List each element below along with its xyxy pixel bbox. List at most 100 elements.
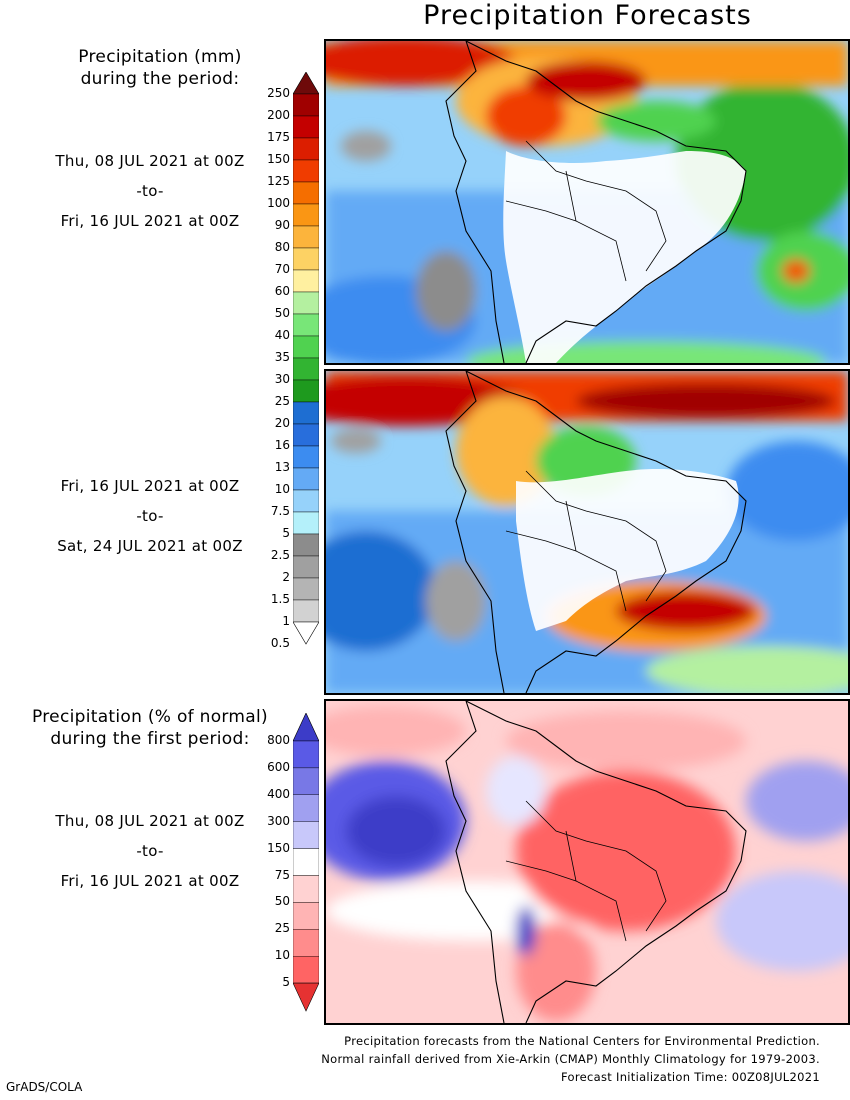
pct-colorbar-bottom-arrow — [293, 982, 319, 1012]
mm-colorbar-segment — [293, 379, 319, 403]
pct-colorbar-tick-label: 150 — [267, 840, 290, 855]
mm-colorbar-tick-label: 2.5 — [270, 548, 290, 562]
pct-colorbar-segment — [293, 875, 319, 903]
pct-legend-heading-line1: Precipitation (% of normal) — [32, 707, 268, 727]
map-panel-week1 — [324, 39, 850, 365]
mm-colorbar-segment — [293, 247, 319, 271]
mm-colorbar-segment — [293, 203, 319, 227]
mm-colorbar-tick-label: 175 — [267, 130, 290, 144]
mm-colorbar-segment — [293, 467, 319, 491]
mm-colorbar-tick-label: 25 — [274, 394, 290, 408]
mm-colorbar-tick-label: 50 — [274, 306, 290, 320]
period-1-text: Thu, 08 JUL 2021 at 00Z -to- Fri, 16 JUL… — [20, 152, 280, 230]
mm-colorbar-segment — [293, 511, 319, 535]
mm-colorbar-top-arrow — [293, 72, 319, 95]
mm-colorbar-bottom-arrow — [293, 621, 319, 645]
pct-colorbar-segment — [293, 902, 319, 930]
pct-colorbar-top-arrow — [293, 713, 319, 742]
mm-colorbar-segment — [293, 269, 319, 293]
pct-colorbar-tick-label: 25 — [274, 921, 290, 936]
mm-colorbar-segment — [293, 423, 319, 447]
pct-colorbar-segment — [293, 794, 319, 822]
mm-colorbar-tick-label: 1 — [282, 614, 290, 628]
mm-colorbar-segment — [293, 137, 319, 161]
period-3-text: Thu, 08 JUL 2021 at 00Z -to- Fri, 16 JUL… — [20, 812, 280, 890]
pct-colorbar-tick-label: 5 — [282, 975, 290, 990]
mm-colorbar-tick-label: 90 — [274, 218, 290, 232]
percent-normal-map — [326, 701, 848, 1023]
credit-line3: Forecast Initialization Time: 00Z08JUL20… — [560, 1070, 820, 1084]
mm-colorbar-tick-label: 30 — [274, 372, 290, 386]
pct-colorbar-segment — [293, 821, 319, 849]
mm-colorbar-segment — [293, 93, 319, 117]
mm-legend-heading-line1: Precipitation (mm) — [78, 47, 242, 67]
mm-colorbar-tick-label: 20 — [274, 416, 290, 430]
mm-colorbar-segment — [293, 115, 319, 139]
mm-colorbar-tick-label: 150 — [267, 152, 290, 166]
mm-colorbar-segment — [293, 533, 319, 557]
grads-footer: GrADS/COLA — [6, 1080, 83, 1094]
mm-colorbar-tick-label: 40 — [274, 328, 290, 342]
period-1-start: Thu, 08 JUL 2021 at 00Z — [55, 152, 245, 170]
pct-colorbar-tick-label: 400 — [267, 786, 290, 801]
pct-colorbar-tick-label: 800 — [267, 733, 290, 747]
period-3-start: Thu, 08 JUL 2021 at 00Z — [55, 812, 245, 830]
pct-legend-heading-line2: during the first period: — [50, 729, 250, 749]
mm-colorbar-tick-label: 80 — [274, 240, 290, 254]
period-2-start: Fri, 16 JUL 2021 at 00Z — [60, 477, 240, 495]
pct-colorbar-segment — [293, 740, 319, 769]
mm-colorbar-segment — [293, 335, 319, 359]
mm-colorbar-segment — [293, 159, 319, 183]
mm-colorbar-tick-label: 2 — [282, 570, 290, 584]
pct-colorbar-tick-label: 600 — [267, 759, 290, 774]
mm-colorbar-tick-label: 16 — [274, 438, 290, 452]
mm-colorbar-tick-label: 70 — [274, 262, 290, 276]
credit-line1: Precipitation forecasts from the Nationa… — [344, 1034, 820, 1048]
mm-colorbar-tick-label: 10 — [274, 482, 290, 496]
pct-legend-heading: Precipitation (% of normal) during the f… — [10, 706, 290, 750]
mm-colorbar-tick-label: 7.5 — [270, 504, 290, 518]
period-2-text: Fri, 16 JUL 2021 at 00Z -to- Sat, 24 JUL… — [20, 477, 280, 555]
mm-colorbar-tick-label: 200 — [267, 108, 290, 122]
mm-colorbar-tick-label: 0.5 — [270, 636, 290, 650]
map-panel-week2 — [324, 369, 850, 695]
page-title: Precipitation Forecasts — [423, 0, 752, 31]
mm-colorbar-tick-label: 35 — [274, 350, 290, 364]
mm-colorbar-tick-label: 250 — [267, 86, 290, 100]
period-2-sep: -to- — [136, 507, 164, 525]
mm-legend-heading-line2: during the period: — [80, 69, 240, 89]
mm-colorbar-segment — [293, 401, 319, 425]
credits: Precipitation forecasts from the Nationa… — [321, 1032, 820, 1086]
pct-colorbar-tick-label: 50 — [274, 894, 290, 909]
mm-colorbar-segment — [293, 489, 319, 513]
mm-colorbar-tick-label: 125 — [267, 174, 290, 188]
mm-colorbar-segment — [293, 445, 319, 469]
period-3-end: Fri, 16 JUL 2021 at 00Z — [60, 872, 240, 890]
mm-colorbar-segment — [293, 577, 319, 601]
credit-line2: Normal rainfall derived from Xie-Arkin (… — [321, 1052, 820, 1066]
mm-colorbar-segment — [293, 313, 319, 337]
mm-colorbar-segment — [293, 225, 319, 249]
mm-colorbar-tick-label: 5 — [282, 526, 290, 540]
period-1-sep: -to- — [136, 182, 164, 200]
pct-colorbar-tick-label: 75 — [274, 867, 290, 882]
pct-colorbar-segment — [293, 929, 319, 957]
mm-colorbar-segment — [293, 555, 319, 579]
mm-colorbar-tick-label: 60 — [274, 284, 290, 298]
period-1-end: Fri, 16 JUL 2021 at 00Z — [60, 212, 240, 230]
pct-colorbar-segment — [293, 767, 319, 796]
mm-legend-heading: Precipitation (mm) during the period: — [40, 46, 280, 90]
period-2-end: Sat, 24 JUL 2021 at 00Z — [57, 537, 243, 555]
mm-colorbar-segment — [293, 357, 319, 381]
mm-colorbar-tick-label: 13 — [274, 460, 290, 474]
pct-colorbar-tick-label: 10 — [274, 948, 290, 963]
pct-colorbar-tick-label: 300 — [267, 813, 290, 828]
mm-colorbar-tick-label: 1.5 — [270, 592, 290, 606]
precip-map-week2 — [326, 371, 848, 693]
precip-map-week1 — [326, 41, 848, 363]
mm-colorbar-segment — [293, 291, 319, 315]
period-3-sep: -to- — [136, 842, 164, 860]
pct-colorbar-segment — [293, 955, 319, 984]
map-panel-percent-normal — [324, 699, 850, 1025]
mm-colorbar-segment — [293, 181, 319, 205]
